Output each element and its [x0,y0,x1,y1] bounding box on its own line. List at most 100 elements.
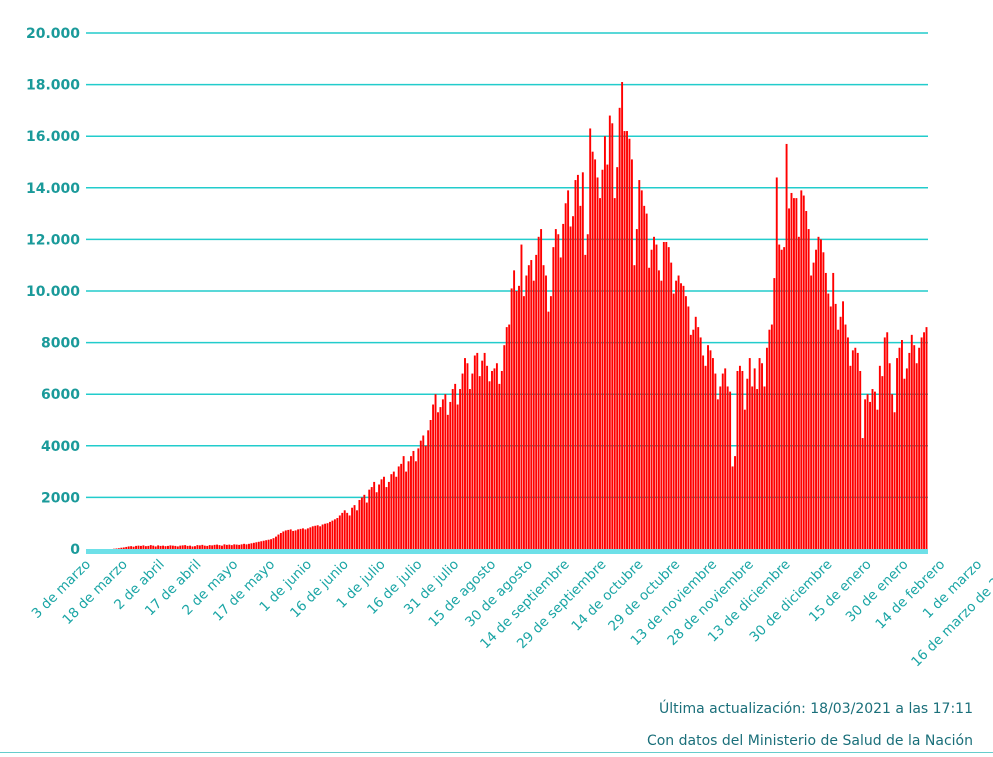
bar [751,386,754,549]
bar [488,381,491,549]
bar [552,247,555,549]
bar [812,262,815,549]
bar [878,365,881,549]
bar [682,285,685,549]
bar [456,404,459,549]
bar [859,370,862,549]
bar [162,545,165,549]
bar [758,358,761,549]
bar [572,216,574,549]
bar [734,456,736,549]
bar [417,448,420,549]
bar [461,373,464,549]
bar [429,420,432,549]
bar [606,164,609,549]
bar [213,544,216,549]
bar [817,236,820,549]
bar [284,530,287,549]
bar [383,476,385,549]
bar [589,128,592,549]
bar [724,368,727,549]
bar [137,545,140,549]
bar [653,236,655,549]
y-tick-label: 20.000 [26,26,80,42]
bar [785,143,788,549]
bar [687,306,690,549]
bar [402,456,405,549]
bar [424,445,427,549]
bar [903,378,906,549]
bar [270,539,273,549]
bar [176,546,179,549]
bar [321,524,324,549]
bar [221,545,223,549]
bar [140,545,142,549]
bar [532,280,535,549]
bar [650,249,653,549]
bar [294,530,297,549]
bar [132,546,135,549]
bar [896,358,898,549]
bar [405,471,408,549]
bar [348,515,351,549]
bar [726,386,729,549]
bar [319,526,322,549]
bar [834,303,837,549]
bar [891,394,894,549]
bar [390,474,393,549]
bar [135,545,138,549]
bar [154,546,157,549]
bar [689,334,692,549]
last-updated-text: Última actualización: 18/03/2021 a las 1… [658,701,973,717]
bar [842,301,844,549]
bar [707,345,709,549]
bar-series [113,82,928,550]
bar [729,391,732,549]
bar [694,316,697,549]
bar [827,293,830,549]
bar [331,520,334,549]
bar [736,370,739,549]
bar [459,389,462,549]
bar [351,507,354,549]
bar [564,203,567,549]
bar [262,540,265,549]
bar [756,389,759,549]
bar [549,296,552,549]
bar [527,265,530,549]
bar [579,205,582,550]
bar [849,365,852,549]
bar [731,466,734,549]
bar [250,543,253,549]
bar [196,545,199,549]
bar [540,229,543,549]
bar [218,545,221,549]
bar [245,544,248,549]
bar [854,347,857,549]
bar [385,487,388,549]
bar [586,234,589,550]
bar [412,450,415,549]
bar [336,518,339,549]
bar [125,546,128,549]
bar [223,544,226,549]
bar [243,543,246,549]
bar [839,316,842,549]
bar [238,544,241,549]
bar [810,275,813,549]
bar [181,545,184,549]
bar [866,394,869,549]
bar [169,545,172,549]
bar [198,545,201,549]
bar [829,306,832,549]
bar [346,512,349,549]
bar [184,545,187,549]
bar [851,350,854,549]
bar [603,136,606,549]
bar [353,505,356,549]
bar [329,521,331,549]
bar [508,324,511,549]
bar [292,530,295,549]
bar [873,391,876,549]
bar [149,545,152,549]
